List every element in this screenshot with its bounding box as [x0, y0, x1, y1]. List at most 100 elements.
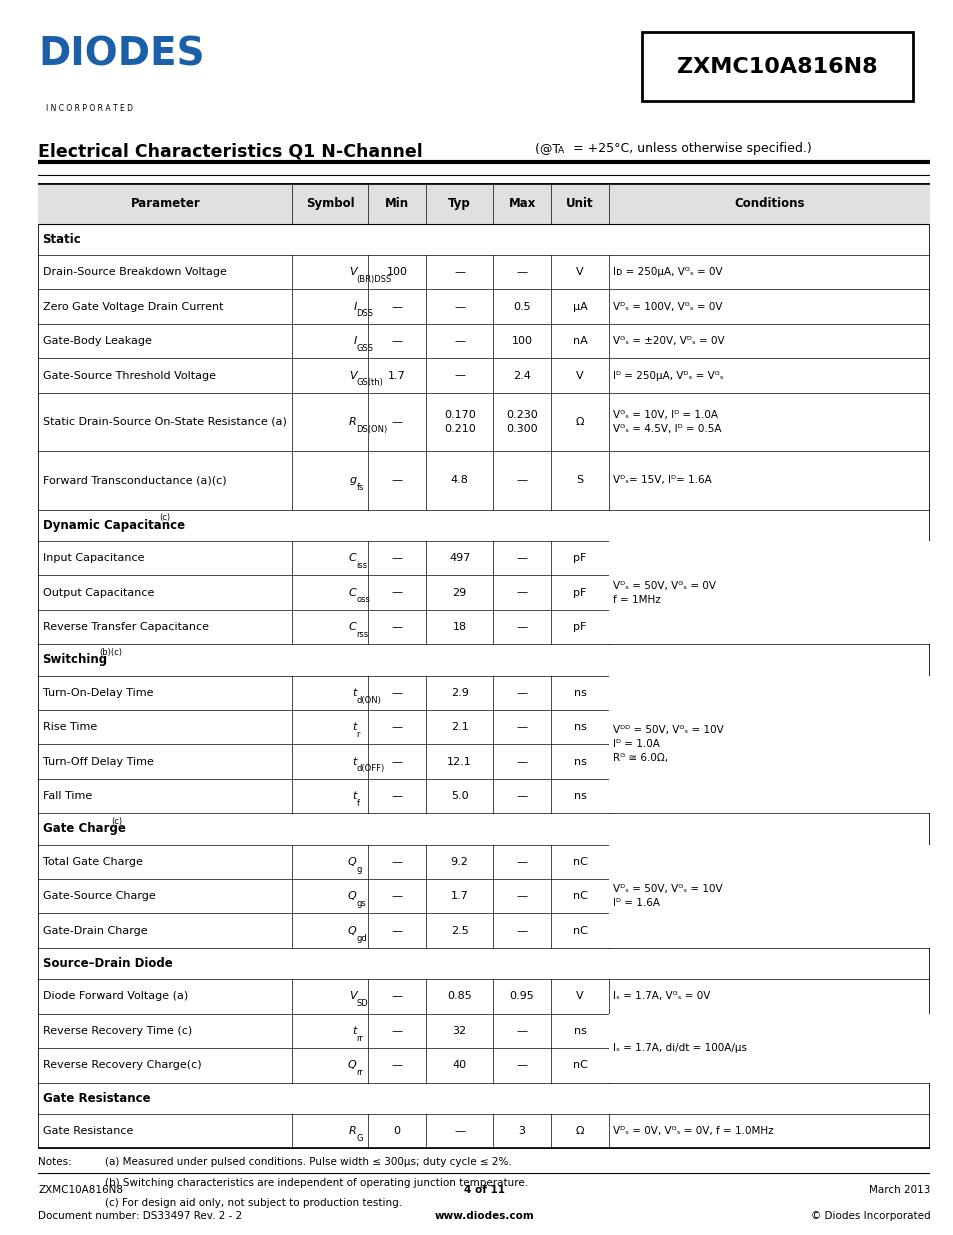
Text: Conditions: Conditions	[734, 198, 804, 210]
Text: iss: iss	[356, 561, 367, 571]
Text: Total Gate Charge: Total Gate Charge	[43, 857, 142, 867]
Text: rr: rr	[356, 1068, 363, 1077]
Text: Vᴰₛ = 0V, Vᴳₛ = 0V, f = 1.0MHz: Vᴰₛ = 0V, Vᴳₛ = 0V, f = 1.0MHz	[613, 1126, 773, 1136]
Text: A: A	[558, 147, 564, 156]
Text: t: t	[352, 757, 356, 767]
Text: ZXMC10A816N8: ZXMC10A816N8	[677, 57, 877, 77]
Text: © Diodes Incorporated: © Diodes Incorporated	[810, 1210, 929, 1220]
Text: —: —	[516, 757, 527, 767]
Bar	[608, 1014, 929, 1083]
Text: DSS: DSS	[356, 310, 374, 319]
Text: d(ON): d(ON)	[356, 695, 381, 705]
Text: rss: rss	[356, 630, 369, 638]
Text: V: V	[349, 267, 356, 277]
Text: GS(th): GS(th)	[356, 378, 383, 388]
Text: —: —	[392, 336, 402, 346]
Text: R: R	[349, 417, 356, 427]
Text: nC: nC	[572, 892, 587, 902]
Text: I N C O R P O R A T E D: I N C O R P O R A T E D	[46, 104, 132, 114]
Text: Q: Q	[348, 892, 356, 902]
Text: 18: 18	[452, 622, 466, 632]
Text: pF: pF	[573, 622, 586, 632]
Text: Source–Drain Diode: Source–Drain Diode	[43, 957, 172, 969]
Text: (c): (c)	[111, 818, 122, 826]
Text: —: —	[392, 992, 402, 1002]
Text: R: R	[349, 1126, 356, 1136]
Text: SD: SD	[356, 999, 368, 1008]
Text: —: —	[516, 926, 527, 936]
Text: Vᴰₛ= 15V, Iᴰ= 1.6A: Vᴰₛ= 15V, Iᴰ= 1.6A	[613, 475, 712, 485]
Text: C: C	[349, 622, 356, 632]
Text: 0.95: 0.95	[509, 992, 534, 1002]
Text: ns: ns	[573, 792, 586, 802]
Text: Reverse Transfer Capacitance: Reverse Transfer Capacitance	[43, 622, 209, 632]
Text: Document number: DS33497 Rev. 2 - 2: Document number: DS33497 Rev. 2 - 2	[38, 1210, 242, 1220]
Text: —: —	[454, 336, 465, 346]
Text: 2.5: 2.5	[450, 926, 468, 936]
Text: fs: fs	[356, 483, 364, 493]
Text: C: C	[349, 588, 356, 598]
Text: Iₛ = 1.7A, di/dt = 100A/μs: Iₛ = 1.7A, di/dt = 100A/μs	[613, 1044, 747, 1053]
Text: Parameter: Parameter	[131, 198, 200, 210]
Text: —: —	[392, 722, 402, 732]
Text: —: —	[516, 1061, 527, 1071]
Text: —: —	[516, 267, 527, 277]
Text: Q: Q	[348, 926, 356, 936]
Text: Gate-Source Charge: Gate-Source Charge	[43, 892, 155, 902]
Text: (b)(c): (b)(c)	[99, 648, 122, 657]
Text: Ω: Ω	[576, 1126, 583, 1136]
Text: Diode Forward Voltage (a): Diode Forward Voltage (a)	[43, 992, 188, 1002]
Text: Reverse Recovery Time (c): Reverse Recovery Time (c)	[43, 1026, 192, 1036]
Text: 9.2: 9.2	[450, 857, 468, 867]
Text: I: I	[353, 301, 356, 311]
Text: Gate Resistance: Gate Resistance	[43, 1092, 150, 1104]
Text: Gate-Body Leakage: Gate-Body Leakage	[43, 336, 152, 346]
Text: GSS: GSS	[356, 343, 374, 353]
Text: —: —	[516, 622, 527, 632]
Text: g: g	[349, 475, 356, 485]
Text: d(OFF): d(OFF)	[356, 764, 384, 773]
Text: —: —	[454, 267, 465, 277]
Text: —: —	[392, 553, 402, 563]
Text: Gate-Source Threshold Voltage: Gate-Source Threshold Voltage	[43, 370, 215, 380]
Text: μA: μA	[572, 301, 587, 311]
Text: —: —	[392, 857, 402, 867]
Text: nC: nC	[572, 1061, 587, 1071]
Text: —: —	[392, 892, 402, 902]
Text: Static Drain-Source On-State Resistance (a): Static Drain-Source On-State Resistance …	[43, 417, 286, 427]
Text: Vᴰₛ = 50V, Vᴳₛ = 0V
f = 1MHz: Vᴰₛ = 50V, Vᴳₛ = 0V f = 1MHz	[613, 580, 716, 605]
Text: Iᴅ = 250μA, Vᴳₛ = 0V: Iᴅ = 250μA, Vᴳₛ = 0V	[613, 267, 722, 277]
Text: DS(ON): DS(ON)	[356, 425, 388, 433]
Text: Q: Q	[348, 1061, 356, 1071]
Text: —: —	[392, 688, 402, 698]
Text: V: V	[576, 370, 583, 380]
Text: —: —	[516, 722, 527, 732]
Text: Static: Static	[43, 233, 81, 246]
Text: —: —	[516, 857, 527, 867]
Text: t: t	[352, 722, 356, 732]
Text: 0.170
0.210: 0.170 0.210	[443, 410, 475, 435]
Text: 32: 32	[452, 1026, 466, 1036]
Text: 1.7: 1.7	[388, 370, 406, 380]
Bar	[38, 184, 929, 224]
Text: C: C	[349, 553, 356, 563]
Bar	[608, 845, 929, 948]
Text: —: —	[516, 588, 527, 598]
Text: 2.1: 2.1	[450, 722, 468, 732]
Text: Gate Charge: Gate Charge	[43, 823, 126, 835]
Text: nC: nC	[572, 857, 587, 867]
Text: Max: Max	[508, 198, 536, 210]
Text: (b) Switching characteristics are independent of operating junction temperature.: (b) Switching characteristics are indepe…	[105, 1177, 528, 1188]
Text: (c): (c)	[159, 514, 171, 522]
Text: 4 of 11: 4 of 11	[463, 1184, 504, 1194]
Text: V: V	[349, 992, 356, 1002]
Text: —: —	[392, 417, 402, 427]
Text: Fall Time: Fall Time	[43, 792, 91, 802]
Text: —: —	[516, 792, 527, 802]
Text: f: f	[356, 799, 359, 808]
Text: Ω: Ω	[576, 417, 583, 427]
Text: Q: Q	[348, 857, 356, 867]
Text: Zero Gate Voltage Drain Current: Zero Gate Voltage Drain Current	[43, 301, 223, 311]
Text: 12.1: 12.1	[447, 757, 472, 767]
Text: —: —	[454, 301, 465, 311]
